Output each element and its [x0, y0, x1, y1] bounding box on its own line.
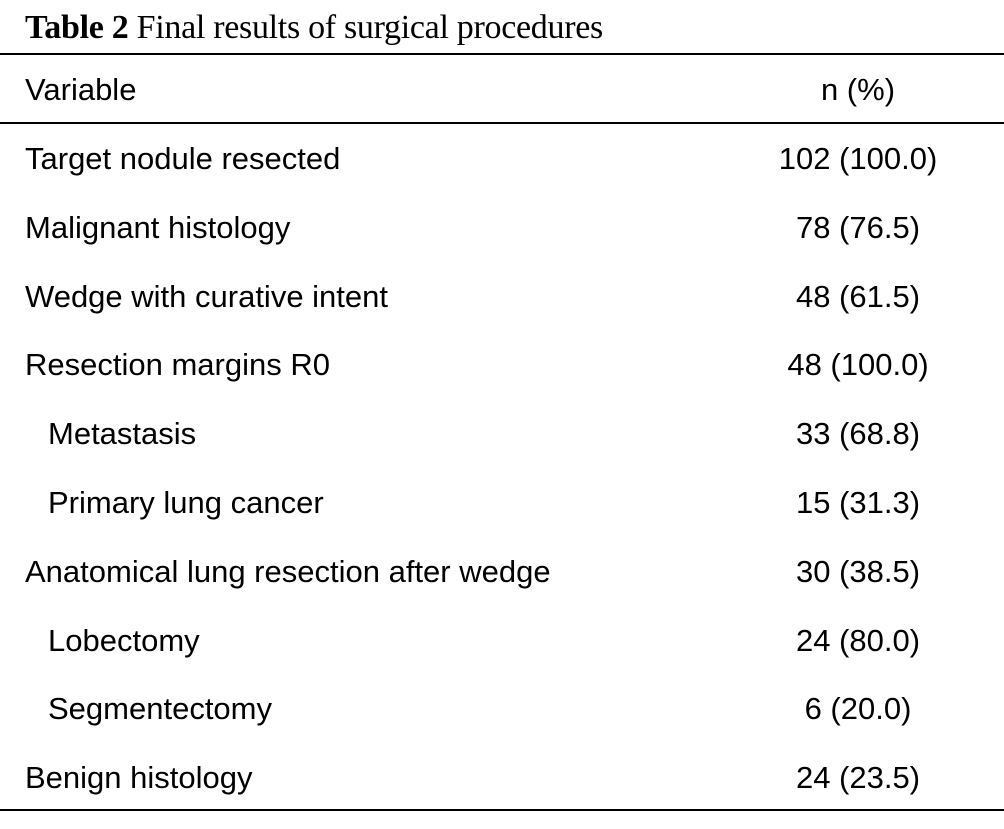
row-variable: Lobectomy	[48, 623, 200, 658]
header-variable: Variable	[25, 72, 137, 107]
table-label: Table 2	[25, 9, 129, 46]
bottom-rule	[0, 809, 1004, 811]
table-row: Resection margins R0 48 (100.0)	[0, 330, 1004, 399]
row-value: 24 (23.5)	[795, 760, 921, 795]
row-variable: Malignant histology	[25, 210, 291, 245]
row-value: 48 (61.5)	[795, 279, 921, 314]
header-value: n (%)	[820, 72, 896, 107]
row-value: 78 (76.5)	[795, 210, 921, 245]
row-variable: Wedge with curative intent	[25, 279, 389, 314]
table-title: Final results of surgical procedures	[136, 9, 604, 46]
row-value: 48 (100.0)	[787, 347, 929, 382]
top-rule	[0, 53, 1004, 55]
row-value: 102 (100.0)	[778, 141, 938, 176]
row-variable: Primary lung cancer	[48, 485, 324, 520]
row-variable: Resection margins R0	[25, 347, 330, 382]
row-value: 30 (38.5)	[795, 554, 921, 589]
table-row: Benign histology 24 (23.5)	[0, 743, 1004, 812]
table-row: Target nodule resected 102 (100.0)	[0, 124, 1004, 193]
header-rule	[0, 122, 1004, 124]
table-row: Lobectomy 24 (80.0)	[0, 606, 1004, 675]
row-value: 6 (20.0)	[804, 691, 912, 726]
table-header-row: Variable n (%)	[0, 55, 1004, 124]
table-row: Anatomical lung resection after wedge 30…	[0, 537, 1004, 606]
row-value: 33 (68.8)	[795, 416, 921, 451]
row-variable: Anatomical lung resection after wedge	[25, 554, 551, 589]
row-variable: Benign histology	[25, 760, 253, 795]
table-row: Segmentectomy 6 (20.0)	[0, 674, 1004, 743]
table-row: Metastasis 33 (68.8)	[0, 399, 1004, 468]
row-value: 24 (80.0)	[795, 623, 921, 658]
table-row: Primary lung cancer 15 (31.3)	[0, 468, 1004, 537]
table-row: Wedge with curative intent 48 (61.5)	[0, 262, 1004, 331]
row-variable: Segmentectomy	[48, 691, 272, 726]
row-value: 15 (31.3)	[795, 485, 921, 520]
row-variable: Metastasis	[48, 416, 197, 451]
row-variable: Target nodule resected	[25, 141, 341, 176]
table-row: Malignant histology 78 (76.5)	[0, 193, 1004, 262]
table-caption: Table 2 Final results of surgical proced…	[25, 8, 603, 48]
